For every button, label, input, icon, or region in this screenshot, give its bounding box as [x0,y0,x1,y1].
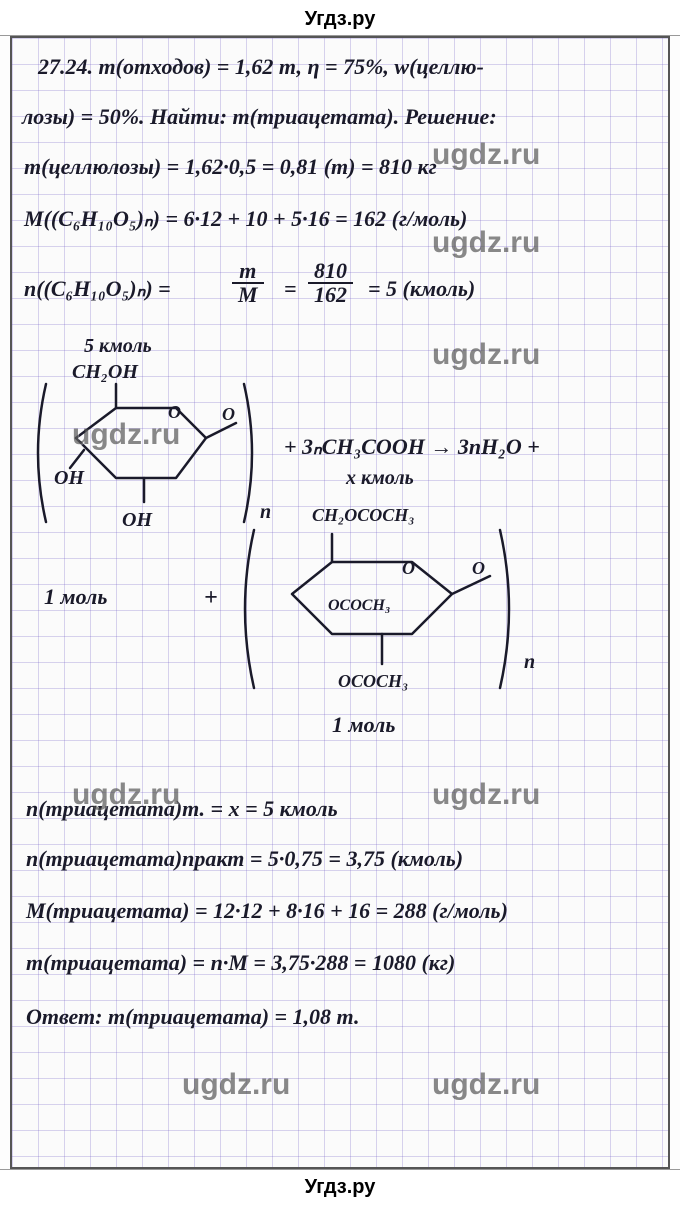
site-name-bottom: Угдз.ру [305,1176,376,1198]
watermark: ugdz.ru [182,1068,290,1102]
watermark: ugdz.ru [432,138,540,172]
d2-o2: O [472,558,485,578]
line-2: лозы) = 50%. Найти: m(триацетата). Решен… [22,106,497,128]
line-13: m(триацетата) = n·M = 3,75·288 = 1080 (к… [26,952,455,974]
line-11: n(триацетата)практ = 5·0,75 = 3,75 (кмол… [26,848,463,870]
d1-top: 5 кмоль [84,336,152,356]
line-5-left: n((C₆H₁₀O₅)ₙ) = [24,278,171,300]
rxn1: + 3ₙCH₃COOH → 3nH₂O + [284,436,540,458]
eq1: = [284,278,297,300]
d2-ch2: CH₂OCOCH₃ [312,506,415,524]
page: Угдз.ру 27.24. m(отходов) = 1,62 т, η = … [0,0,680,1205]
d2-o: O [402,558,415,578]
line-5-right: = 5 (кмоль) [368,278,475,300]
frac1-den: M [232,284,264,306]
line-14: Ответ: m(триацетата) = 1,08 т. [26,1006,359,1028]
d1-oh1: OH [54,468,84,488]
d2-oc1: OCOCH₃ [328,597,390,614]
onemol-left: 1 моль [44,586,107,608]
watermark: ugdz.ru [432,226,540,260]
frac2: 810 162 [308,260,353,306]
d1-o: O [168,402,181,422]
plus: + [204,586,218,610]
watermark: ugdz.ru [432,338,540,372]
d2-oc2: OCOCH₃ [338,672,408,690]
line-1: 27.24. m(отходов) = 1,62 т, η = 75%, w(ц… [38,56,484,78]
site-footer: Угдз.ру [0,1169,680,1205]
ring-2: O O OCOCH₃ [232,524,552,694]
frac2-den: 162 [308,284,353,306]
d2-n: n [524,652,535,672]
d1-oh2: OH [122,510,152,530]
line-4: M((C₆H₁₀O₅)ₙ) = 6·12 + 10 + 5·16 = 162 (… [24,208,467,230]
site-header: Угдз.ру [0,0,680,36]
line-3: m(целлюлозы) = 1,62·0,5 = 0,81 (т) = 810… [24,156,437,178]
onemol-right: 1 моль [332,714,395,736]
watermark: ugdz.ru [432,778,540,812]
graph-paper: 27.24. m(отходов) = 1,62 т, η = 75%, w(ц… [10,36,670,1169]
line-12: M(триацетата) = 12·12 + 8·16 + 16 = 288 … [26,900,508,922]
frac1-num: m [232,260,264,284]
frac1: m M [232,260,264,306]
frac2-num: 810 [308,260,353,284]
ring-1: O O [26,378,266,528]
site-name-top: Угдз.ру [305,8,376,30]
watermark: ugdz.ru [432,1068,540,1102]
rxn1-x: x кмоль [346,468,414,488]
d1-n: n [260,502,271,522]
line-10: n(триацетата)т. = x = 5 кмоль [26,798,338,820]
d1-o2: O [222,404,235,424]
